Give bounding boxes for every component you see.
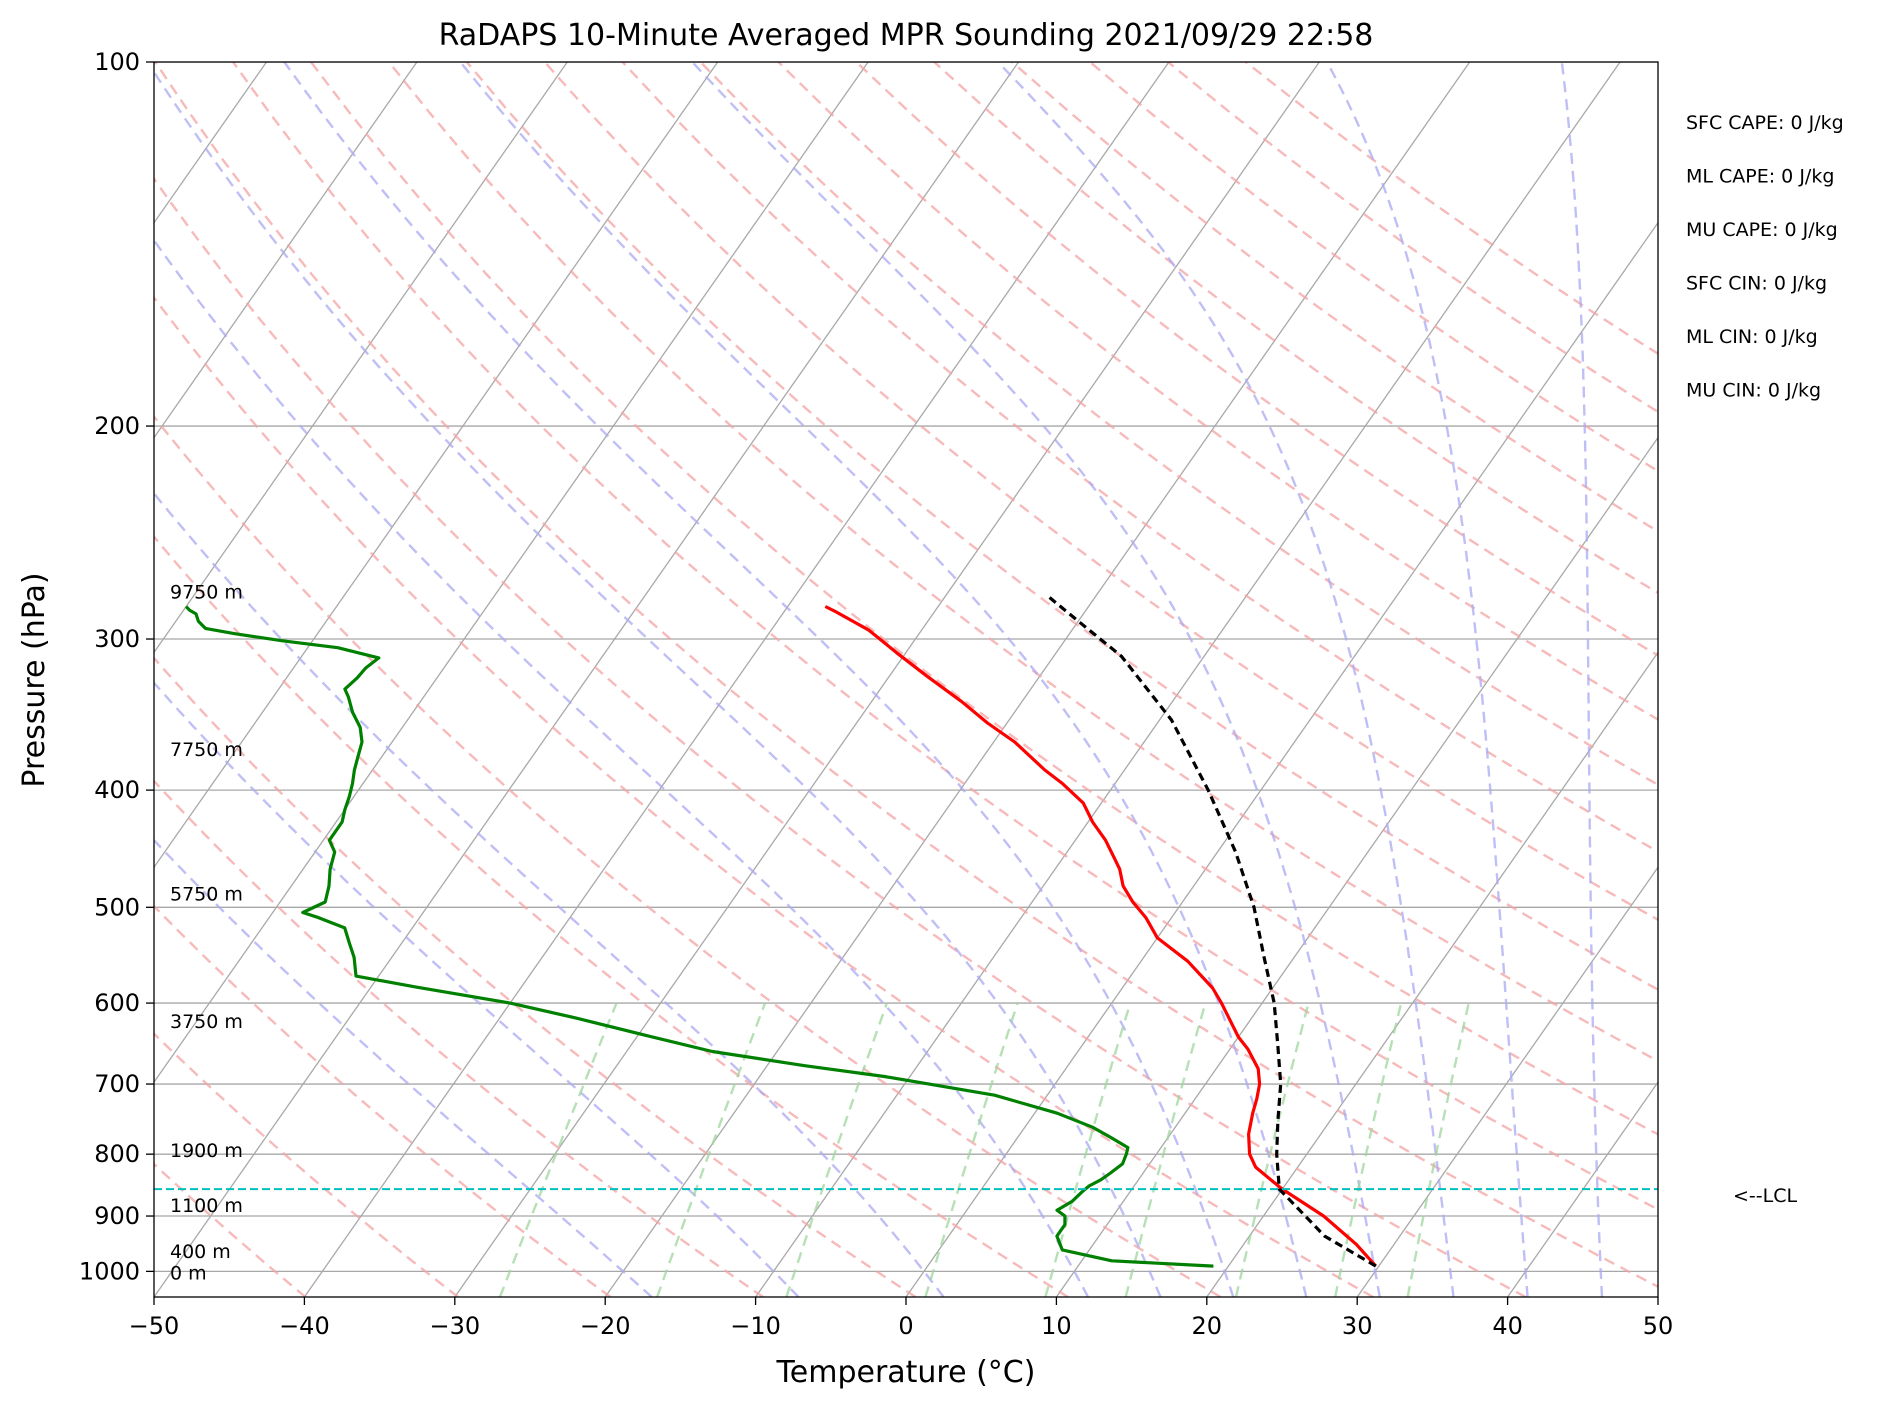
stat-label: SFC CAPE: 0 J/kg [1686, 112, 1844, 134]
x-tick-label: 50 [1643, 1312, 1674, 1340]
y-tick-label: 600 [94, 989, 140, 1017]
y-tick-label: 1000 [79, 1257, 140, 1285]
x-tick-label: 0 [898, 1312, 913, 1340]
height-label: 5750 m [170, 883, 243, 905]
x-axis-label: Temperature (°C) [776, 1355, 1036, 1390]
y-tick-label: 100 [94, 48, 140, 76]
y-tick-label: 400 [94, 776, 140, 804]
y-tick-label: 200 [94, 412, 140, 440]
stat-label: ML CIN: 0 J/kg [1686, 326, 1818, 348]
height-label: 0 m [170, 1262, 207, 1284]
y-axis-label: Pressure (hPa) [17, 572, 52, 787]
stat-label: MU CAPE: 0 J/kg [1686, 219, 1838, 241]
x-tick-label: 40 [1492, 1312, 1523, 1340]
height-label: 3750 m [170, 1011, 243, 1033]
x-tick-label: −40 [279, 1312, 330, 1340]
lcl-label: <--LCL [1733, 1185, 1797, 1207]
y-tick-label: 800 [94, 1140, 140, 1168]
isotherm-line [1658, 62, 1882, 1297]
x-tick-label: 10 [1041, 1312, 1072, 1340]
x-tick-label: −10 [730, 1312, 781, 1340]
stat-label: ML CAPE: 0 J/kg [1686, 166, 1834, 188]
y-tick-label: 700 [94, 1070, 140, 1098]
stat-label: SFC CIN: 0 J/kg [1686, 273, 1827, 295]
stat-label: MU CIN: 0 J/kg [1686, 380, 1821, 402]
x-tick-label: 20 [1192, 1312, 1223, 1340]
x-tick-label: 30 [1342, 1312, 1373, 1340]
height-label: 1900 m [170, 1140, 243, 1162]
y-tick-label: 500 [94, 893, 140, 921]
height-label: 400 m [170, 1241, 231, 1263]
height-label: 9750 m [170, 581, 243, 603]
y-tick-label: 900 [94, 1202, 140, 1230]
y-tick-label: 300 [94, 625, 140, 653]
plot-background [154, 62, 1658, 1297]
chart-title: RaDAPS 10-Minute Averaged MPR Sounding 2… [439, 18, 1374, 53]
height-label: 1100 m [170, 1195, 243, 1217]
x-tick-label: −50 [129, 1312, 180, 1340]
x-tick-label: −20 [580, 1312, 631, 1340]
height-label: 7750 m [170, 739, 243, 761]
x-tick-label: −30 [429, 1312, 480, 1340]
